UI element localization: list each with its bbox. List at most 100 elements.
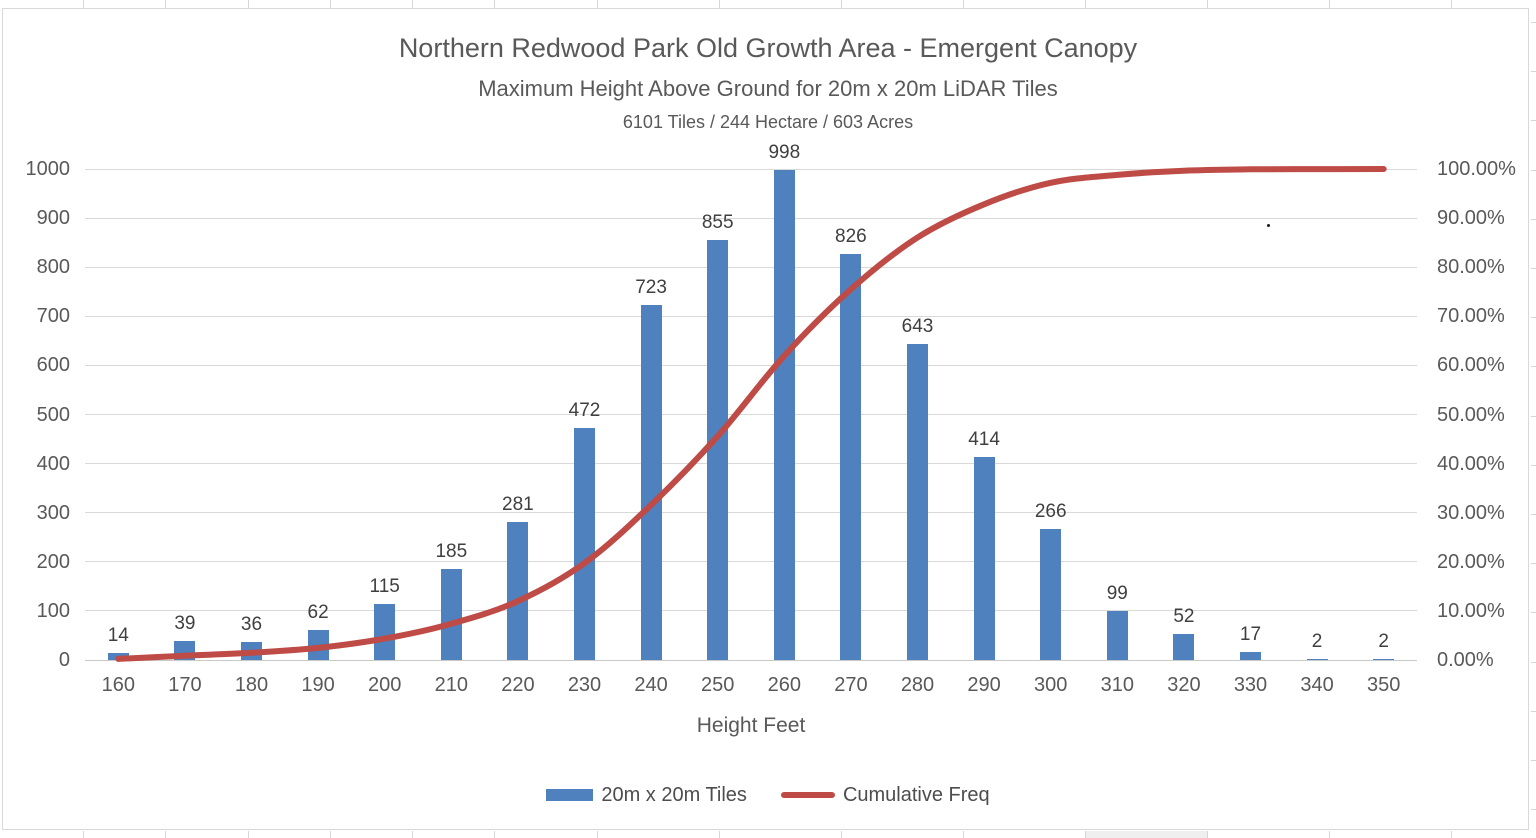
bar[interactable]	[507, 522, 529, 660]
gridline	[85, 217, 1417, 219]
x-axis-tick: 320	[1167, 674, 1201, 696]
worksheet-row-line	[1531, 662, 1536, 663]
worksheet-column-line	[165, 831, 166, 838]
worksheet-column-line	[412, 831, 413, 838]
y-axis-tick-left: 0	[58, 649, 70, 671]
worksheet-row-line	[1531, 416, 1536, 417]
gridline	[85, 561, 1417, 563]
y-axis-tick-right: 70.00%	[1437, 305, 1505, 328]
worksheet-column-line	[1329, 0, 1330, 8]
x-axis-tick: 270	[834, 674, 868, 696]
y-axis-tick-left: 100	[36, 599, 70, 622]
worksheet-row-line	[1531, 22, 1536, 23]
worksheet-column-line	[1451, 0, 1452, 8]
bar[interactable]	[1306, 659, 1328, 660]
legend-label-tiles: 20m x 20m Tiles	[601, 783, 747, 806]
line-series-swatch-icon	[780, 792, 835, 798]
x-axis-tick: 210	[434, 674, 468, 696]
bar-series-swatch-icon	[546, 789, 594, 801]
gridline	[85, 266, 1417, 268]
worksheet-column-line	[841, 831, 842, 838]
bar-value-label: 17	[1239, 623, 1262, 645]
bar[interactable]	[640, 305, 662, 660]
gridline	[85, 364, 1417, 366]
y-axis-tick-right: 40.00%	[1437, 452, 1505, 475]
y-axis-tick-right: 80.00%	[1437, 256, 1505, 279]
worksheet-column-line	[248, 0, 249, 8]
worksheet-column-line	[1329, 831, 1330, 838]
y-axis-tick-right: 20.00%	[1437, 550, 1505, 573]
bar-value-label: 39	[174, 612, 196, 634]
bar[interactable]	[374, 603, 396, 660]
legend-item-tiles[interactable]: 20m x 20m Tiles	[546, 784, 747, 807]
bar-value-label: 62	[307, 601, 329, 623]
x-axis-tick: 350	[1367, 674, 1401, 696]
x-axis-tick: 240	[634, 674, 668, 696]
bar[interactable]	[307, 629, 329, 660]
bar[interactable]	[773, 169, 795, 660]
bar[interactable]	[440, 569, 462, 660]
worksheet-column-line	[719, 0, 720, 8]
legend-item-cumfreq[interactable]: Cumulative Freq	[780, 784, 990, 807]
x-axis-tick: 160	[101, 674, 135, 696]
y-axis-tick-right: 0.00%	[1437, 649, 1494, 671]
worksheet-column-line	[494, 831, 495, 838]
bar[interactable]	[574, 428, 595, 660]
worksheet-row-line	[1531, 760, 1536, 761]
worksheet-column-line	[494, 0, 495, 8]
gridline	[85, 315, 1417, 317]
worksheet-column-line	[1207, 831, 1208, 838]
chart-info-line: 6101 Tiles / 244 Hectare / 603 Acres	[622, 112, 914, 132]
worksheet-column-line	[330, 831, 331, 838]
worksheet-column-line	[841, 0, 842, 8]
legend: 20m x 20m Tiles Cumulative Freq	[0, 782, 1536, 808]
bar[interactable]	[907, 344, 928, 660]
x-axis-tick: 230	[567, 674, 602, 696]
x-axis-title: Height Feet	[696, 714, 806, 737]
y-axis-tick-left: 400	[36, 452, 70, 475]
worksheet-column-line	[83, 831, 84, 838]
y-axis-tick-right: 50.00%	[1437, 403, 1505, 426]
x-axis-tick: 300	[1034, 674, 1068, 696]
bar[interactable]	[1373, 659, 1395, 660]
x-axis-tick: 170	[168, 674, 202, 696]
bar[interactable]	[973, 456, 995, 660]
x-axis-tick: 280	[900, 674, 935, 696]
gridline	[85, 610, 1417, 612]
worksheet-row-line	[1531, 514, 1536, 515]
chart-object[interactable]	[2, 8, 1529, 830]
worksheet-column-line	[597, 831, 598, 838]
worksheet-row-line	[1531, 809, 1536, 810]
chart-title: Northern Redwood Park Old Growth Area - …	[398, 33, 1138, 63]
gridline	[85, 168, 1417, 170]
bar[interactable]	[840, 254, 862, 660]
y-axis-tick-left: 900	[36, 207, 70, 230]
bar-value-label: 2	[1311, 631, 1323, 652]
bar-value-label: 115	[369, 575, 400, 597]
worksheet-column-line	[412, 0, 413, 8]
y-axis-tick-left: 300	[36, 501, 70, 524]
bar[interactable]	[1240, 651, 1261, 660]
bar[interactable]	[707, 240, 729, 660]
chart-subtitle: Maximum Height Above Ground for 20m x 20…	[478, 76, 1058, 101]
worksheet-column-line	[597, 0, 598, 8]
y-axis-tick-right: 30.00%	[1437, 501, 1505, 524]
bar-value-label: 185	[435, 541, 468, 563]
worksheet-row-line	[1531, 366, 1536, 367]
bar[interactable]	[1106, 611, 1128, 660]
worksheet-column-line	[1451, 831, 1452, 838]
bar-value-label: 472	[568, 400, 601, 422]
bar[interactable]	[1173, 634, 1195, 660]
x-axis-tick: 180	[234, 674, 269, 696]
bar-value-label: 266	[1034, 501, 1067, 523]
x-axis-tick: 290	[967, 674, 1001, 696]
bar-value-label: 281	[502, 494, 534, 516]
worksheet-column-line	[248, 831, 249, 838]
bar-value-label: 36	[240, 614, 263, 636]
bar-value-label: 826	[835, 226, 867, 248]
cumulative-freq-line[interactable]	[115, 166, 1387, 662]
bar[interactable]	[1040, 529, 1062, 660]
bar-value-label: 643	[901, 316, 934, 338]
worksheet-column-line	[165, 0, 166, 8]
